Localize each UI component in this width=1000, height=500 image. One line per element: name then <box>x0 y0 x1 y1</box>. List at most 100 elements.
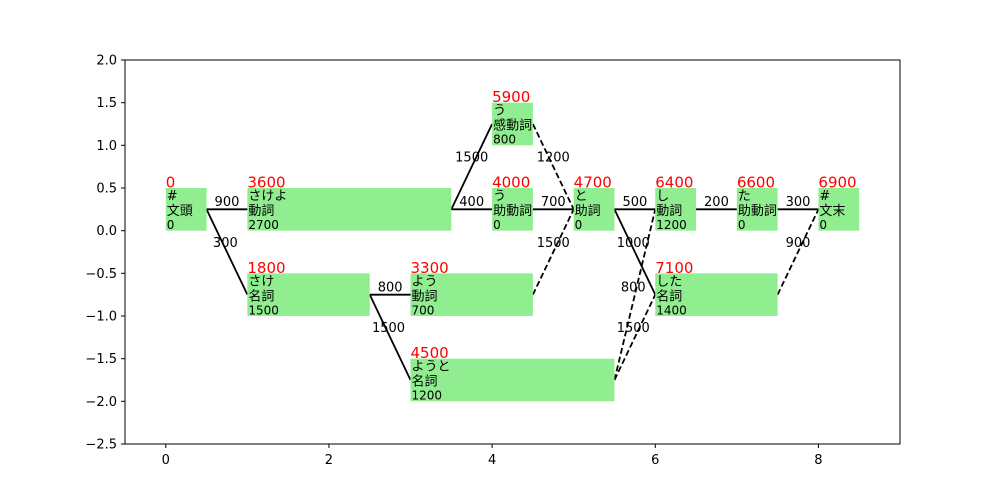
node-pos: 名詞 <box>248 288 274 304</box>
edge-line <box>532 208 575 296</box>
edge-label: 1500 <box>372 321 405 336</box>
edge-label: 1500 <box>455 151 488 166</box>
node-box <box>655 273 778 316</box>
node-cost: 1200 <box>412 389 443 403</box>
node-box <box>165 188 207 231</box>
node-pos: 動詞 <box>656 204 682 219</box>
y-tick-label: 1.0 <box>96 139 117 154</box>
node-surface: た <box>738 189 751 204</box>
node-surface: う <box>493 189 506 204</box>
node-cost: 0 <box>493 218 501 232</box>
edge-labels-layer: 900 300 800 1500 1500 400 1200 700 1500 500 1000 80… <box>213 151 811 337</box>
node-cost: 1400 <box>656 303 687 317</box>
y-tick-label: −1.5 <box>85 352 117 367</box>
node-score: 4500 <box>411 344 449 362</box>
edge-label: 300 <box>786 195 811 210</box>
node-pos: 動詞 <box>412 289 438 304</box>
edge-line <box>776 208 820 296</box>
node-pos: 文頭 <box>167 204 193 219</box>
edge-label: 300 <box>213 236 238 251</box>
y-tick-label: 0.5 <box>96 182 117 197</box>
edge-line <box>613 208 657 296</box>
y-tick-label: 0.0 <box>96 224 117 239</box>
y-tick-label: 1.5 <box>96 96 117 111</box>
edge-line <box>613 209 657 381</box>
edge-label: 200 <box>704 195 729 210</box>
node-pos: 文末 <box>819 204 845 219</box>
node-pos: 名詞 <box>412 374 438 390</box>
edge-label: 1500 <box>537 236 570 251</box>
node-score: 3300 <box>411 259 449 277</box>
node-box <box>573 188 615 231</box>
node-bos: 0#文頭0 <box>165 174 207 232</box>
node-score: 4000 <box>492 174 530 192</box>
node-pos: 助動詞 <box>738 204 777 219</box>
node-surface: さけ <box>248 274 274 289</box>
node-surface: # <box>167 189 178 204</box>
y-tick-label: −1.0 <box>85 310 117 325</box>
node-score: 1800 <box>247 259 285 277</box>
edge-line <box>368 294 412 381</box>
node-score: 0 <box>166 174 176 192</box>
edge-label: 800 <box>378 280 403 295</box>
node-cost: 1500 <box>248 303 279 317</box>
node-box <box>492 102 533 146</box>
node-box <box>247 273 370 316</box>
edge-label: 700 <box>541 195 566 210</box>
y-tick-label: −0.5 <box>85 267 117 282</box>
x-tick-label: 4 <box>488 453 496 468</box>
x-tick-label: 2 <box>325 453 333 468</box>
node-score: 3600 <box>247 174 285 192</box>
x-tick-label: 0 <box>162 453 170 468</box>
node-surface: した <box>656 274 682 289</box>
edge-label: 1200 <box>537 151 570 166</box>
node-box <box>247 188 452 231</box>
node-score: 6400 <box>655 174 693 192</box>
node-box <box>492 188 533 231</box>
edge-label: 1000 <box>617 236 650 251</box>
edge-label: 900 <box>786 236 811 251</box>
node-pos: 動詞 <box>248 204 274 219</box>
edge-line <box>532 123 575 210</box>
node-pos: 助詞 <box>575 204 601 219</box>
node-surface: さけよ <box>248 189 287 204</box>
node-pos: 感動詞 <box>493 118 532 134</box>
node-surface: う <box>493 104 506 119</box>
x-tick-label: 6 <box>651 453 659 468</box>
plot-area-frame <box>124 59 901 445</box>
node-cost: 0 <box>819 218 827 232</box>
node-cost: 2700 <box>248 218 279 232</box>
edge-label: 500 <box>622 195 647 210</box>
y-tick-label: −2.0 <box>85 395 117 410</box>
node-pos: 名詞 <box>656 288 682 304</box>
node-surface: と <box>575 189 588 204</box>
node-cost: 0 <box>167 218 175 232</box>
edge-line <box>450 123 493 210</box>
edge-label: 400 <box>459 195 484 210</box>
node-score: 4700 <box>574 174 612 192</box>
y-axis: 2.0 1.5 1.0 0.5 0.0 −0.5 −1.0 −1.5 −2.0 −2.5 <box>85 54 125 453</box>
edge-label: 900 <box>215 195 240 210</box>
node-pos: 助動詞 <box>493 204 532 219</box>
node-box <box>736 188 778 231</box>
y-tick-label: −2.5 <box>85 438 117 453</box>
node-cost: 1200 <box>656 218 687 232</box>
node-box <box>655 188 697 231</box>
node-surface: よう <box>412 274 438 289</box>
edge-line <box>613 294 657 381</box>
node-cost: 800 <box>493 133 516 147</box>
node-eos: 6900#文末0 <box>818 174 860 232</box>
node-box <box>410 358 615 402</box>
edge-line <box>205 208 249 296</box>
node-box <box>410 273 533 316</box>
node-cost: 700 <box>412 303 435 317</box>
